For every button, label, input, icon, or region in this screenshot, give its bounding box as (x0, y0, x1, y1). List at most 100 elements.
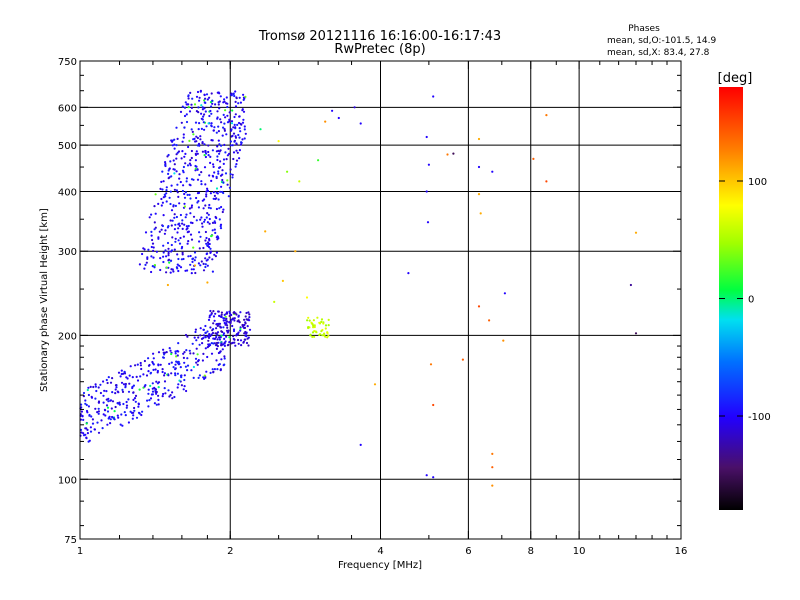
data-point (201, 359, 204, 362)
data-point (159, 257, 162, 260)
data-point (236, 333, 239, 336)
data-point (167, 374, 170, 377)
data-point (194, 167, 197, 170)
data-point (213, 194, 216, 197)
data-point (206, 264, 209, 267)
data-point (216, 110, 219, 113)
data-point (153, 402, 156, 405)
data-point (170, 184, 173, 187)
data-point (117, 416, 120, 419)
data-point (231, 134, 234, 137)
data-point (215, 332, 218, 335)
data-point (208, 203, 211, 207)
data-point (97, 410, 100, 413)
data-point (182, 184, 185, 187)
data-point (127, 398, 130, 401)
data-point (216, 331, 220, 334)
data-point (169, 394, 172, 397)
data-point (207, 150, 210, 154)
data-point (183, 351, 186, 354)
data-point (208, 222, 211, 225)
data-point (231, 176, 234, 179)
data-point (195, 140, 198, 143)
data-point (175, 144, 178, 147)
data-point (220, 311, 223, 314)
data-point (205, 259, 208, 262)
data-point (226, 326, 229, 329)
data-point (491, 466, 494, 469)
data-point (168, 196, 171, 199)
data-point (427, 163, 430, 166)
data-point (151, 360, 154, 364)
data-point (151, 382, 154, 385)
data-point (99, 383, 102, 386)
data-point (193, 251, 197, 254)
data-point (93, 428, 96, 431)
data-point (162, 251, 165, 254)
data-point (192, 268, 195, 271)
data-point (146, 399, 149, 402)
data-point (94, 397, 97, 400)
data-point (197, 360, 200, 363)
data-point (176, 253, 179, 256)
data-point (230, 92, 233, 95)
data-point (165, 189, 168, 192)
data-point (212, 129, 215, 132)
data-point (192, 376, 195, 379)
data-point (169, 190, 172, 193)
data-point (190, 178, 194, 181)
data-point (99, 391, 102, 395)
data-point (211, 368, 214, 371)
data-point (150, 255, 153, 258)
phases-title: Phases (628, 24, 660, 34)
data-point (203, 143, 206, 146)
data-point (227, 195, 230, 198)
data-point (202, 269, 206, 272)
data-point (144, 263, 147, 266)
data-point (209, 155, 212, 158)
data-point (233, 338, 236, 341)
x-tick-label: 2 (227, 546, 233, 557)
data-point (184, 101, 187, 104)
data-point (106, 381, 109, 385)
data-point (210, 105, 213, 108)
data-point (204, 183, 207, 186)
data-point (307, 316, 310, 319)
data-point (238, 321, 241, 324)
data-point (139, 364, 142, 367)
data-point (151, 387, 154, 390)
data-point (87, 386, 90, 389)
data-point (218, 218, 221, 221)
data-point (223, 363, 226, 366)
data-point (204, 265, 207, 269)
data-point (165, 266, 168, 269)
data-point (201, 118, 204, 121)
data-point (196, 144, 199, 147)
data-point (101, 427, 104, 430)
data-point (216, 236, 220, 239)
data-point (208, 316, 211, 319)
data-point (164, 249, 167, 252)
data-point (313, 330, 316, 333)
data-point (184, 333, 188, 337)
data-point (85, 436, 88, 439)
data-point (235, 313, 238, 316)
data-point (204, 263, 207, 266)
data-point (208, 96, 211, 99)
data-point (191, 257, 194, 261)
data-point (176, 267, 179, 270)
data-point (491, 170, 494, 173)
data-point (210, 352, 214, 355)
data-point (148, 363, 151, 367)
data-point (247, 344, 250, 347)
data-point (206, 241, 210, 244)
data-point (176, 386, 179, 389)
data-point (238, 96, 241, 99)
data-point (170, 175, 173, 178)
data-point (181, 222, 184, 225)
data-point (205, 370, 208, 373)
data-point (215, 187, 219, 190)
data-point (181, 227, 184, 230)
data-point (211, 102, 214, 105)
y-tick-label: 750 (58, 57, 77, 68)
